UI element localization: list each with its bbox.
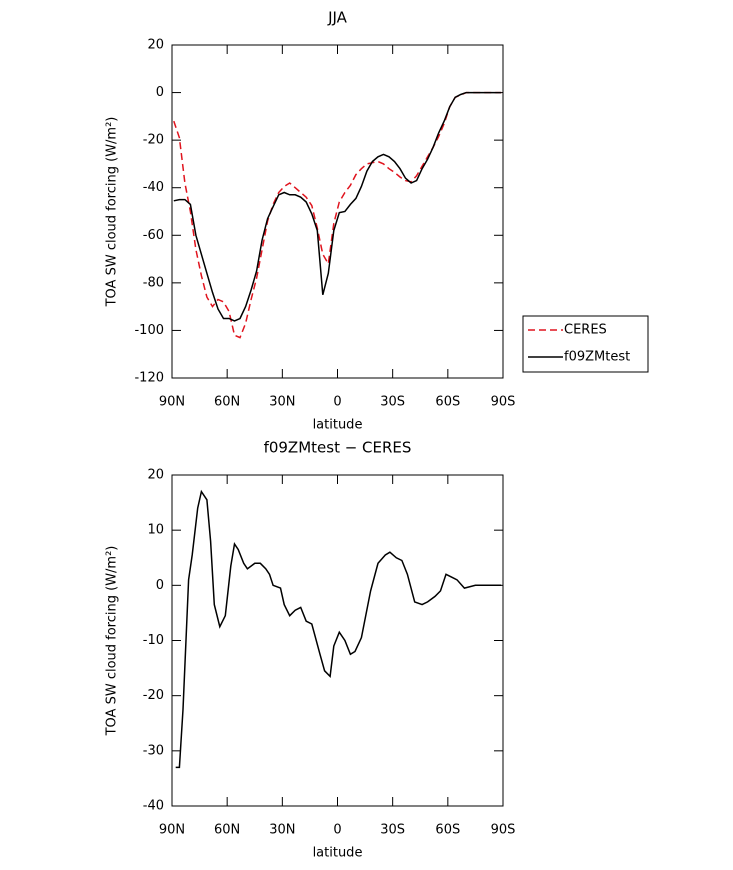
y-tick-label: -40 — [143, 799, 164, 814]
x-axis-label: latitude — [313, 846, 363, 861]
plot-frame — [171, 474, 504, 807]
y-tick-label: -20 — [143, 688, 164, 703]
x-tick-label: 0 — [333, 395, 341, 410]
y-tick-label: -30 — [143, 743, 164, 758]
y-tick-label: -20 — [143, 133, 164, 148]
y-tick-label: 0 — [156, 85, 164, 100]
y-tick-label: -60 — [143, 228, 164, 243]
y-tick-label: 20 — [147, 38, 164, 53]
x-tick-label: 90S — [491, 395, 516, 410]
chart-title: JJA — [327, 9, 348, 27]
plot-frame — [171, 44, 504, 379]
y-tick-label: -40 — [143, 180, 164, 195]
data-line — [173, 91, 502, 339]
x-tick-label: 0 — [333, 823, 341, 838]
data-line — [175, 489, 502, 769]
y-tick-label: -10 — [143, 633, 164, 648]
y-axis-label: TOA SW cloud forcing (W/m²) — [105, 546, 120, 737]
x-tick-label: 30N — [269, 823, 295, 838]
x-tick-label: 90N — [159, 823, 185, 838]
y-axis-label: TOA SW cloud forcing (W/m²) — [105, 117, 120, 308]
x-axis-label: latitude — [313, 418, 363, 433]
y-tick-label: 10 — [147, 523, 164, 538]
x-tick-label: 60S — [435, 823, 460, 838]
y-tick-label: -120 — [134, 371, 164, 386]
y-tick-label: 0 — [156, 578, 164, 593]
y-tick-label: -80 — [143, 275, 164, 290]
x-tick-label: 60S — [435, 395, 460, 410]
x-tick-label: 30S — [380, 823, 405, 838]
y-tick-label: 20 — [147, 468, 164, 483]
x-tick-label: 30S — [380, 395, 405, 410]
x-tick-label: 90N — [159, 395, 185, 410]
chart-title: f09ZMtest − CERES — [264, 439, 412, 457]
data-line — [173, 91, 502, 322]
x-tick-label: 30N — [269, 395, 295, 410]
x-tick-label: 90S — [491, 823, 516, 838]
x-tick-label: 60N — [214, 823, 240, 838]
legend-label: CERES — [564, 323, 607, 338]
legend-label: f09ZMtest — [564, 350, 630, 365]
legend-box — [522, 315, 649, 373]
x-tick-label: 60N — [214, 395, 240, 410]
y-tick-label: -100 — [134, 323, 164, 338]
